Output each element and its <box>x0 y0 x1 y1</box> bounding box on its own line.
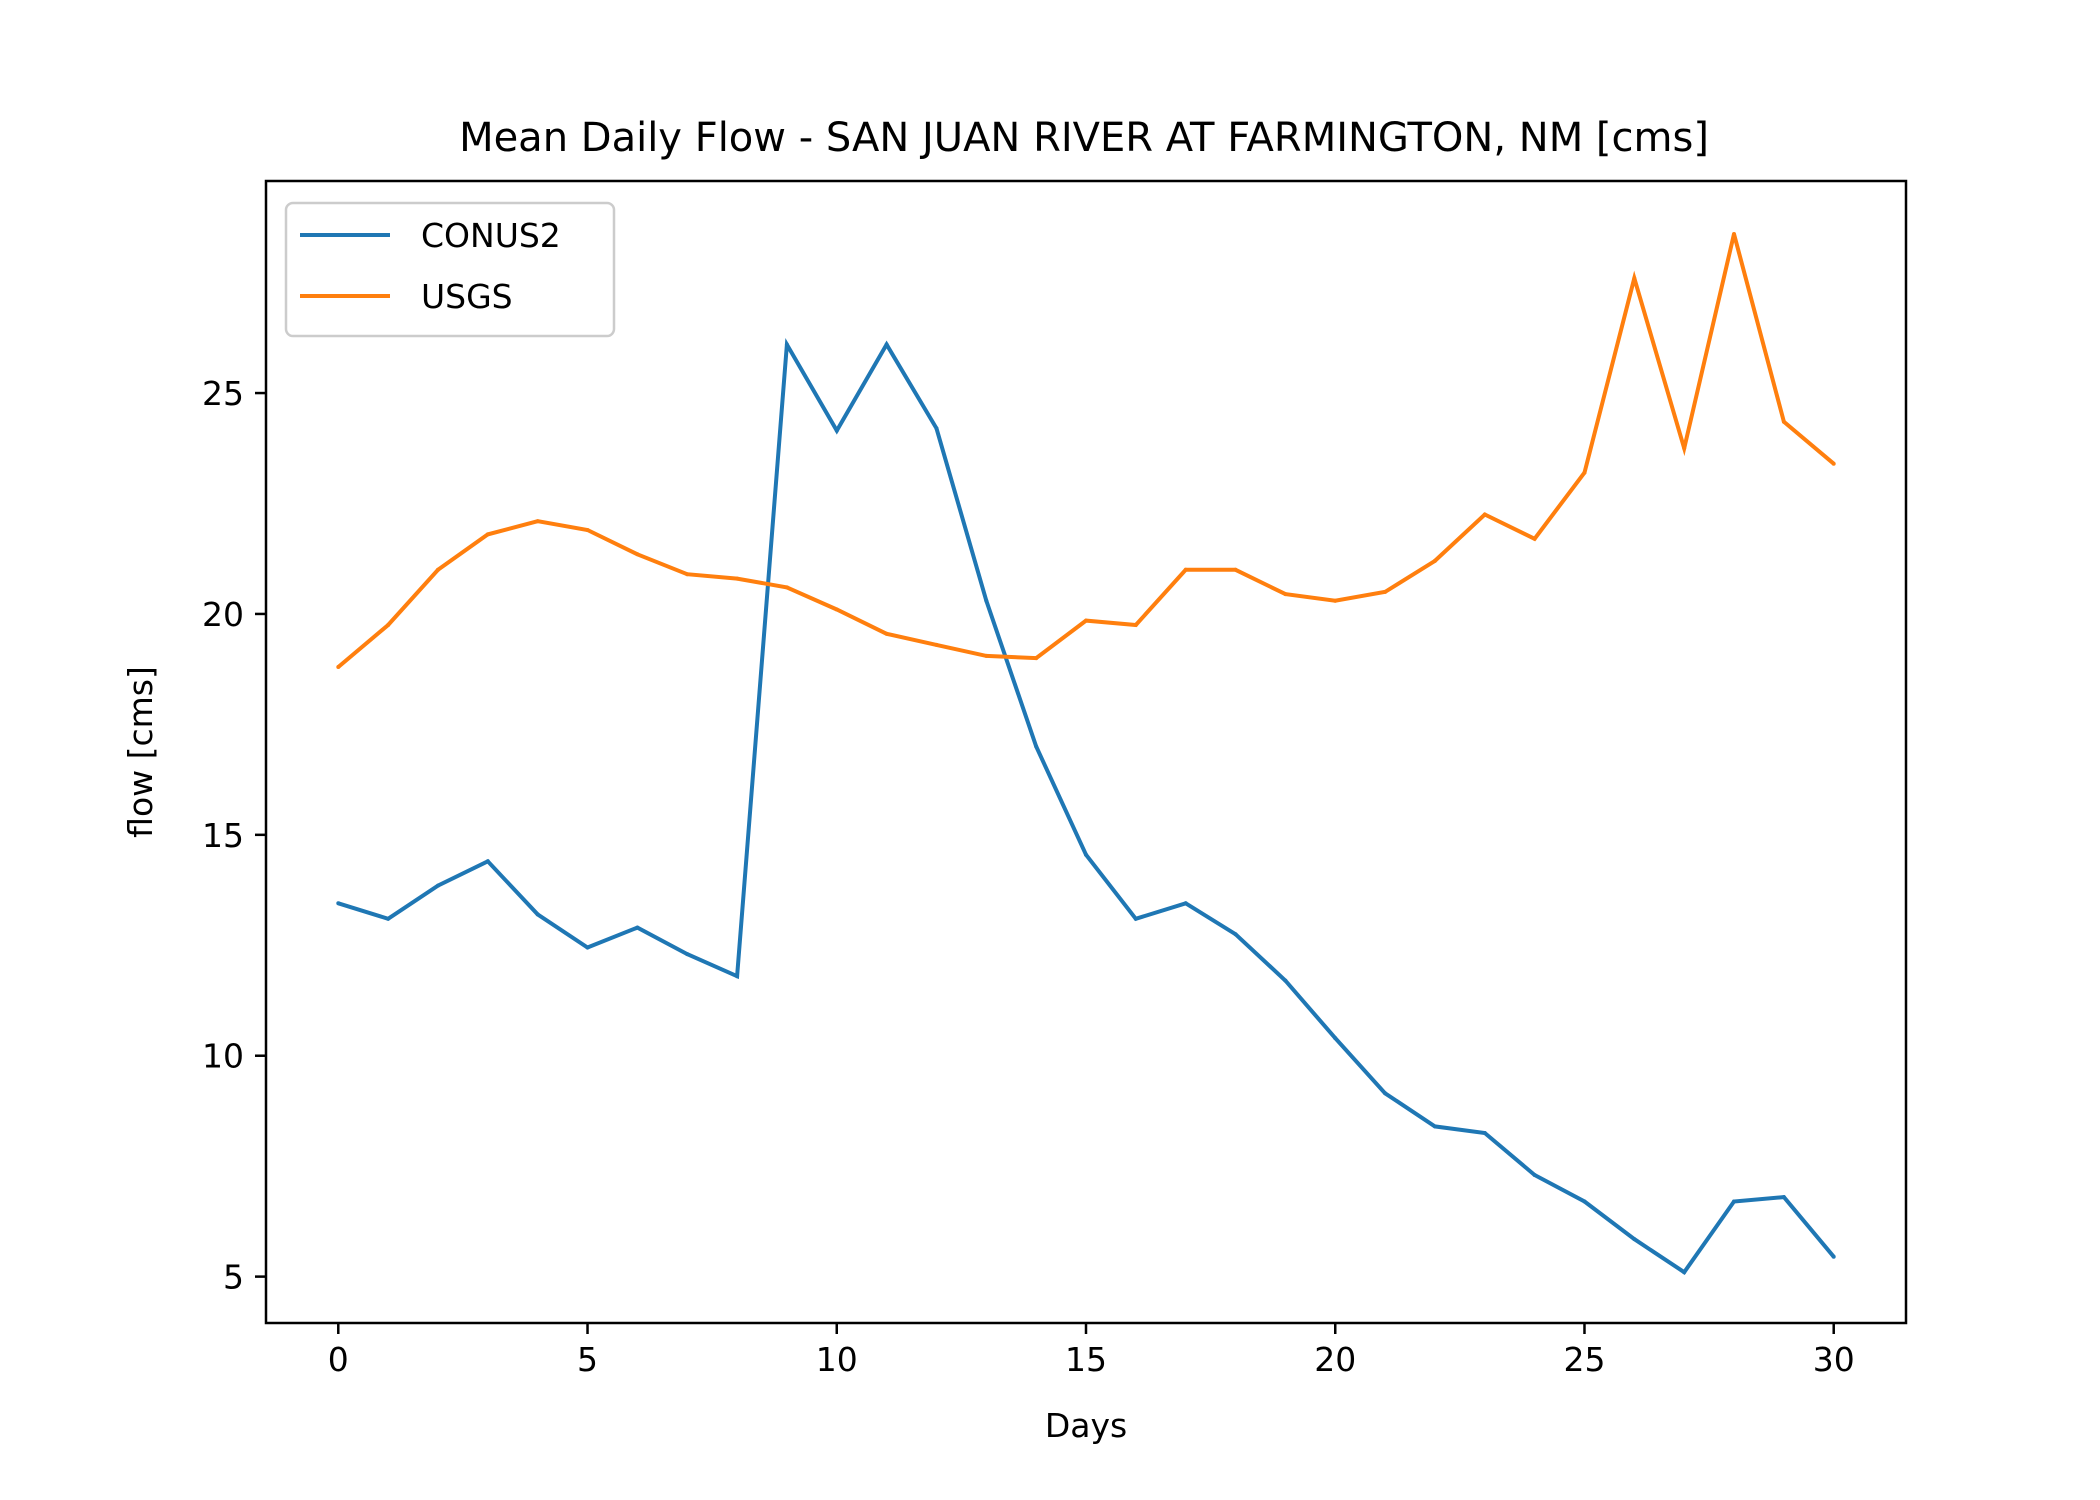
data-point-conus2-5 <box>585 945 590 950</box>
x-tick-label-10: 10 <box>816 1340 858 1379</box>
data-point-usgs-28 <box>1732 232 1736 236</box>
data-point-usgs-3 <box>485 532 490 537</box>
series-layer <box>336 232 1836 1275</box>
data-point-conus2-19 <box>1283 978 1288 983</box>
data-point-conus2-2 <box>436 883 440 888</box>
data-point-conus2-22 <box>1432 1124 1437 1129</box>
x-axis-label: Days <box>1045 1406 1127 1445</box>
data-point-usgs-9 <box>784 585 789 590</box>
x-tick-label-20: 20 <box>1314 1340 1356 1379</box>
chart-title: Mean Daily Flow - SAN JUAN RIVER AT FARM… <box>459 115 1709 161</box>
data-point-usgs-30 <box>1831 461 1836 466</box>
data-point-conus2-10 <box>834 428 839 433</box>
data-point-usgs-10 <box>834 607 839 612</box>
data-point-conus2-11 <box>884 342 889 347</box>
y-axis-ticks: 5 10 15 20 25 <box>202 374 266 1297</box>
data-point-usgs-24 <box>1532 536 1537 541</box>
y-tick-label-10: 10 <box>202 1037 244 1076</box>
y-tick-label-25: 25 <box>202 374 244 413</box>
data-point-usgs-26 <box>1632 276 1637 281</box>
data-point-conus2-27 <box>1682 1270 1687 1275</box>
data-point-conus2-12 <box>934 426 939 431</box>
y-tick-label-20: 20 <box>202 595 244 634</box>
data-point-conus2-13 <box>984 598 989 603</box>
data-point-conus2-20 <box>1333 1036 1338 1041</box>
data-point-conus2-21 <box>1383 1091 1388 1096</box>
data-point-conus2-6 <box>635 925 640 930</box>
data-point-conus2-24 <box>1532 1173 1537 1177</box>
y-tick-label-15: 15 <box>202 816 244 855</box>
data-point-usgs-4 <box>535 519 540 524</box>
data-point-conus2-0 <box>336 901 341 906</box>
x-tick-label-5: 5 <box>577 1340 598 1379</box>
data-point-conus2-1 <box>386 916 391 921</box>
data-point-conus2-29 <box>1781 1195 1786 1200</box>
x-tick-label-25: 25 <box>1563 1340 1605 1379</box>
data-point-usgs-20 <box>1333 598 1338 603</box>
data-point-usgs-1 <box>386 623 391 627</box>
legend-label-usgs: USGS <box>421 277 513 316</box>
data-point-conus2-30 <box>1831 1254 1836 1259</box>
data-point-usgs-8 <box>735 576 740 581</box>
data-point-usgs-22 <box>1432 558 1437 563</box>
data-point-conus2-26 <box>1632 1237 1637 1242</box>
data-point-conus2-14 <box>1034 744 1039 749</box>
y-tick-label-5: 5 <box>223 1258 244 1297</box>
data-point-conus2-4 <box>535 912 540 917</box>
data-point-usgs-16 <box>1133 623 1138 627</box>
data-point-conus2-16 <box>1133 916 1138 921</box>
legend: CONUS2 USGS <box>284 201 616 338</box>
x-tick-label-15: 15 <box>1065 1340 1107 1379</box>
data-point-usgs-2 <box>436 567 440 572</box>
x-tick-label-0: 0 <box>328 1340 349 1379</box>
data-point-conus2-7 <box>685 952 690 957</box>
y-axis-label: flow [cms] <box>121 666 160 838</box>
data-point-conus2-23 <box>1482 1131 1487 1135</box>
data-point-conus2-9 <box>784 342 789 347</box>
x-tick-label-30: 30 <box>1813 1340 1855 1379</box>
data-point-usgs-21 <box>1383 589 1388 594</box>
data-point-conus2-25 <box>1582 1199 1587 1204</box>
data-point-usgs-19 <box>1283 592 1288 597</box>
data-point-usgs-6 <box>635 552 640 557</box>
data-point-conus2-18 <box>1233 932 1238 937</box>
x-axis-ticks: 0 5 10 15 20 25 30 <box>328 1323 1855 1379</box>
data-point-conus2-17 <box>1183 901 1188 906</box>
plot-frame <box>264 179 1908 1325</box>
data-point-usgs-7 <box>685 572 690 577</box>
data-point-usgs-17 <box>1183 567 1188 572</box>
data-point-usgs-5 <box>585 528 590 532</box>
data-point-usgs-0 <box>336 665 341 669</box>
data-point-usgs-12 <box>934 642 939 647</box>
data-point-usgs-11 <box>884 631 889 636</box>
data-point-usgs-25 <box>1582 470 1587 475</box>
data-point-conus2-3 <box>485 859 490 864</box>
data-point-usgs-18 <box>1233 567 1238 572</box>
legend-label-conus2: CONUS2 <box>421 216 561 255</box>
data-point-usgs-15 <box>1084 618 1088 623</box>
data-point-usgs-23 <box>1482 512 1487 517</box>
data-point-usgs-14 <box>1034 656 1039 661</box>
data-point-usgs-13 <box>984 653 989 658</box>
data-point-usgs-27 <box>1682 446 1687 451</box>
data-point-conus2-15 <box>1084 852 1088 857</box>
data-point-conus2-28 <box>1732 1199 1736 1204</box>
data-point-conus2-8 <box>735 974 740 979</box>
data-point-usgs-29 <box>1781 419 1786 424</box>
